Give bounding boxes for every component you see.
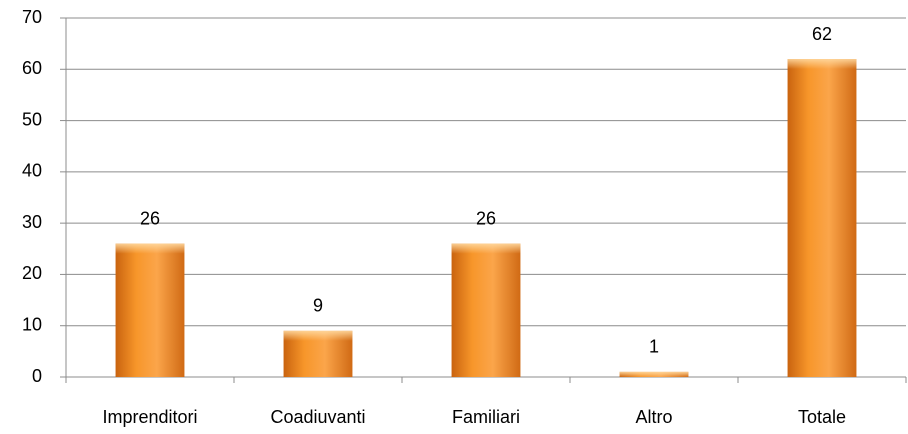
y-tick-label: 10 [22,314,42,334]
x-tick-label: Totale [798,407,846,427]
y-tick-label: 0 [32,366,42,386]
bar-highlight [115,243,185,254]
bar-highlight [787,59,857,70]
data-label: 9 [313,296,323,316]
y-tick-label: 50 [22,109,42,129]
bar-highlight [619,371,689,377]
data-label: 26 [140,208,160,228]
y-tick-label: 40 [22,161,42,181]
x-tick-label: Altro [635,407,672,427]
y-tick-label: 60 [22,58,42,78]
x-tick-label: Familiari [452,407,520,427]
data-label: 26 [476,208,496,228]
y-tick-label: 20 [22,263,42,283]
bar-highlight [283,330,353,341]
bar-highlight [451,243,521,254]
bar [787,59,857,378]
x-tick-label: Imprenditori [102,407,197,427]
bar [115,243,185,377]
data-label: 62 [812,24,832,44]
bar [451,243,521,377]
y-tick-label: 70 [22,7,42,27]
y-tick-label: 30 [22,212,42,232]
x-tick-label: Coadiuvanti [270,407,365,427]
data-label: 1 [649,337,659,357]
